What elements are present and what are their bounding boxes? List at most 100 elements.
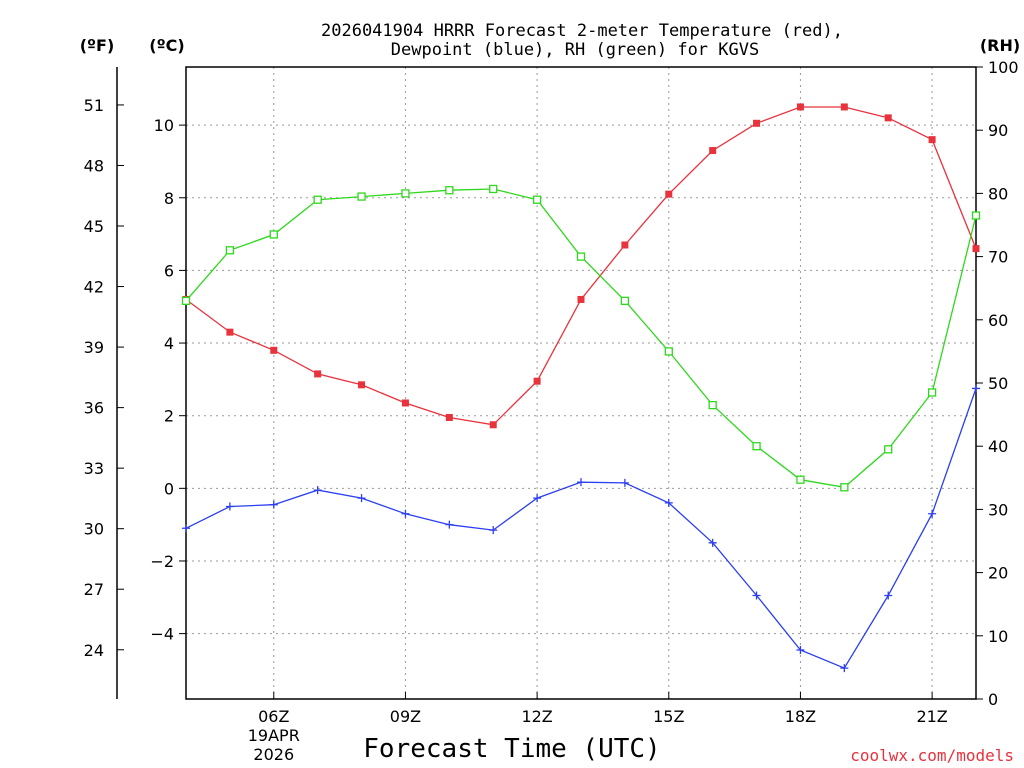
- rh-point: [445, 186, 454, 195]
- temperature-point: [753, 119, 761, 127]
- chart-title-line2: Dewpoint (blue), RH (green) for KGVS: [391, 40, 759, 60]
- temperature-point: [401, 399, 409, 407]
- fahrenheit-tick-label: 51: [84, 96, 104, 115]
- dewpoint-point: [752, 591, 761, 600]
- celsius-tick-label: 2: [164, 407, 174, 426]
- dewpoint-point: [445, 520, 454, 529]
- temperature-point: [226, 328, 234, 336]
- x-tick-year: 2026: [253, 745, 294, 764]
- x-tick-label: 12Z: [521, 707, 552, 726]
- dewpoint-point: [972, 384, 980, 393]
- rh-point: [401, 189, 410, 198]
- rh-point: [840, 483, 849, 492]
- rh-point: [927, 388, 937, 397]
- rh-tick-label: 70: [988, 248, 1008, 267]
- fahrenheit-tick-label: 33: [84, 459, 104, 478]
- rh-point: [796, 475, 805, 484]
- rh-unit-label: (RH): [980, 36, 1020, 55]
- x-axis-title: Forecast Time (UTC): [363, 734, 660, 764]
- x-tick-label: 09Z: [390, 707, 421, 726]
- dewpoint-point: [401, 509, 410, 518]
- grid-lines: [186, 67, 976, 699]
- temperature-point: [621, 241, 629, 249]
- rh-point: [708, 400, 717, 410]
- rh-tick-label: 80: [988, 184, 1008, 203]
- rh-point: [357, 192, 366, 201]
- rh-tick-label: 0: [988, 690, 998, 709]
- chart-title-line1: 2026041904 HRRR Forecast 2-meter Tempera…: [321, 21, 843, 41]
- temperature-point: [577, 295, 585, 303]
- fahrenheit-tick-label: 45: [84, 217, 104, 236]
- temperature-line: [185, 106, 977, 426]
- rh-point: [532, 195, 542, 204]
- temperature-point: [884, 114, 892, 122]
- rh-tick-label: 40: [988, 437, 1008, 456]
- rh-point: [971, 211, 981, 220]
- temperature-point: [665, 190, 673, 198]
- rh-tick-label: 100: [988, 58, 1019, 77]
- rh-line: [185, 188, 977, 488]
- temperature-point: [972, 245, 980, 253]
- fahrenheit-tick-label: 24: [84, 641, 104, 660]
- temperature-point: [928, 136, 936, 144]
- temperature-point: [489, 421, 497, 429]
- rh-point: [576, 252, 586, 261]
- rh-point: [884, 445, 893, 454]
- rh-point: [489, 184, 498, 194]
- celsius-tick-label: 10: [154, 116, 174, 135]
- rh-point: [620, 296, 630, 305]
- celsius-tick-label: 6: [164, 261, 174, 280]
- fahrenheit-tick-label: 48: [84, 156, 104, 175]
- celsius-tick-label: 0: [164, 479, 174, 498]
- dewpoint-point: [269, 500, 278, 509]
- temperature-point: [796, 103, 804, 111]
- rh-point: [752, 442, 761, 451]
- rh-point: [269, 230, 278, 239]
- dewpoint-point: [884, 591, 893, 600]
- dewpoint-point: [533, 494, 542, 503]
- dewpoint-point: [182, 524, 190, 533]
- temperature-point: [445, 414, 453, 422]
- credit-link[interactable]: coolwx.com/models: [850, 746, 1014, 765]
- fahrenheit-unit-label: (ºF): [80, 36, 115, 55]
- temperature-point: [533, 377, 541, 385]
- temperature-point: [270, 346, 278, 354]
- dewpoint-point: [313, 486, 322, 495]
- dewpoint-point: [489, 526, 498, 535]
- dewpoint-point: [840, 664, 849, 673]
- rh-tick-label: 90: [988, 121, 1008, 140]
- data-series: [181, 103, 981, 673]
- celsius-tick-label: −2: [150, 552, 174, 571]
- rh-point: [181, 296, 191, 305]
- dewpoint-point: [357, 494, 366, 503]
- rh-tick-label: 30: [988, 500, 1008, 519]
- rh-tick-label: 10: [988, 627, 1008, 646]
- fahrenheit-tick-label: 27: [84, 580, 104, 599]
- celsius-tick-label: 4: [164, 334, 174, 353]
- x-tick-label: 15Z: [653, 707, 684, 726]
- celsius-tick-label: −4: [150, 625, 174, 644]
- axes: −4−2024681024273033363942454851010203040…: [84, 58, 1019, 764]
- dewpoint-point: [577, 478, 585, 487]
- dewpoint-point: [664, 498, 673, 507]
- temperature-point: [840, 103, 848, 111]
- rh-point: [225, 246, 235, 255]
- fahrenheit-tick-label: 42: [84, 278, 104, 297]
- dewpoint-point: [928, 509, 937, 518]
- dewpoint-point: [620, 478, 629, 487]
- dewpoint-point: [225, 502, 234, 511]
- fahrenheit-tick-label: 30: [84, 520, 104, 539]
- temperature-point: [358, 381, 366, 389]
- rh-point: [664, 347, 673, 356]
- celsius-tick-label: 8: [164, 189, 174, 208]
- x-tick-label: 06Z: [258, 707, 289, 726]
- plot-frame: [185, 66, 977, 700]
- dewpoint-line: [185, 388, 977, 669]
- dewpoint-point: [708, 538, 717, 547]
- x-tick-label: 21Z: [916, 707, 947, 726]
- dewpoint-point: [796, 645, 805, 654]
- x-tick-date: 19APR: [248, 726, 300, 745]
- rh-tick-label: 20: [988, 564, 1008, 583]
- celsius-unit-label: (ºC): [149, 36, 184, 55]
